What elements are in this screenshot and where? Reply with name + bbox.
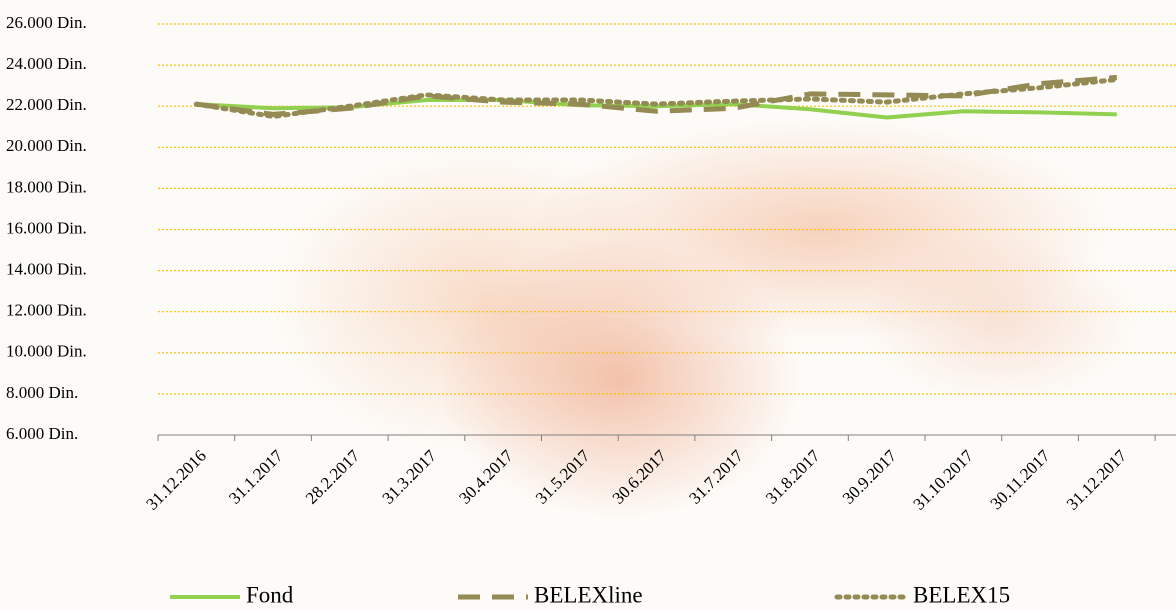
y-tick-label: 22.000 Din. — [6, 95, 87, 114]
y-tick-label: 8.000 Din. — [6, 383, 78, 402]
y-tick-label: 12.000 Din. — [6, 301, 87, 320]
x-tick-label: 31.8.2017 — [762, 446, 824, 508]
legend-label: BELEXline — [534, 582, 643, 607]
x-tick-label: 31.12.2016 — [142, 446, 210, 514]
y-tick-label: 18.000 Din. — [6, 177, 87, 196]
y-tick-label: 14.000 Din. — [6, 260, 87, 279]
x-tick-label: 30.9.2017 — [839, 446, 901, 508]
y-tick-label: 24.000 Din. — [6, 54, 87, 73]
x-tick-label: 31.7.2017 — [685, 446, 747, 508]
x-tick-label: 28.2.2017 — [302, 446, 364, 508]
x-tick-label: 31.12.2017 — [1063, 446, 1131, 514]
x-tick-label: 31.1.2017 — [225, 446, 287, 508]
x-tick-label: 31.5.2017 — [532, 446, 594, 508]
y-tick-label: 16.000 Din. — [6, 218, 87, 237]
legend-label: BELEX15 — [913, 582, 1010, 607]
x-tick-label: 31.3.2017 — [379, 446, 441, 508]
x-tick-label: 30.11.2017 — [987, 446, 1054, 513]
series-line — [193, 77, 1120, 119]
legend-label: Fond — [246, 582, 294, 607]
x-tick-label: 31.10.2017 — [909, 446, 977, 514]
y-tick-label: 26.000 Din. — [6, 13, 87, 32]
y-tick-label: 6.000 Din. — [6, 424, 78, 443]
y-tick-label: 10.000 Din. — [6, 342, 87, 361]
y-tick-label: 20.000 Din. — [6, 136, 87, 155]
x-tick-label: 30.4.2017 — [455, 446, 517, 508]
x-tick-label: 30.6.2017 — [609, 446, 671, 508]
